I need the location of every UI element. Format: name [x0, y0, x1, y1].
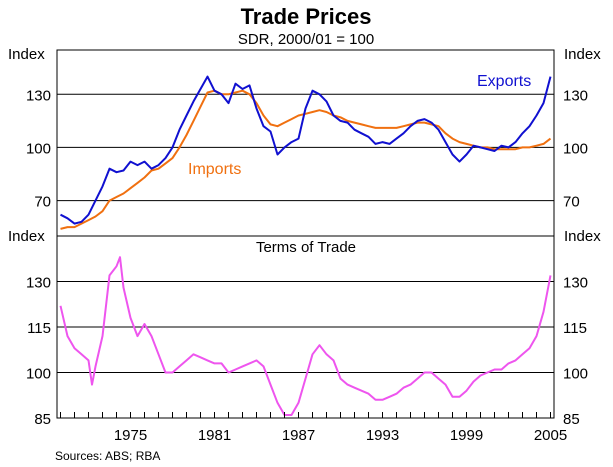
chart-title: Trade Prices	[241, 4, 372, 29]
exports-label: Exports	[477, 73, 531, 90]
bottom-left-tick-label: 85	[34, 411, 51, 428]
terms-of-trade-title: Terms of Trade	[256, 239, 356, 256]
top-right-tick-label: 100	[563, 140, 588, 157]
bottom-left-tick-label: 115	[27, 320, 51, 337]
plot-frame	[56, 49, 555, 419]
imports-line	[60, 89, 552, 230]
bottom-series	[59, 256, 552, 416]
x-tick-label: 1975	[114, 427, 147, 444]
x-axis-ticks: 1975 1981 1987 1993 1999 2005	[60, 412, 567, 444]
top-right-axis-unit: Index	[564, 46, 601, 63]
bottom-right-axis-unit: Index	[564, 228, 601, 245]
top-series	[60, 75, 552, 230]
bottom-right-tick-label: 100	[563, 366, 588, 383]
x-tick-label: 1993	[366, 427, 399, 444]
x-tick-label: 1987	[282, 427, 315, 444]
x-tick-label: 2005	[534, 427, 567, 444]
bottom-left-tick-label: 130	[26, 275, 51, 292]
bottom-right-tick-label: 115	[563, 320, 587, 337]
x-tick-label: 1999	[450, 427, 483, 444]
bottom-right-tick-label: 85	[563, 411, 580, 428]
source-note: Sources: ABS; RBA	[55, 449, 160, 463]
imports-label: Imports	[188, 161, 241, 178]
top-left-tick-label: 100	[26, 140, 51, 157]
bottom-right-tick-label: 130	[563, 275, 588, 292]
x-tick-label: 1981	[198, 427, 231, 444]
top-left-axis-unit: Index	[8, 46, 45, 63]
bottom-left-tick-label: 100	[26, 366, 51, 383]
bottom-gridlines	[57, 281, 554, 373]
terms-of-trade-line	[59, 256, 552, 416]
top-right-tick-label: 70	[563, 194, 580, 211]
bottom-panel: Index Index Terms of Trade 85 85 100 100 115…	[8, 228, 601, 444]
top-right-tick-label: 130	[563, 87, 588, 104]
bottom-axis-ticks: 85 85 100 100 115 115 130 130	[26, 275, 588, 429]
top-left-tick-label: 70	[34, 194, 51, 211]
top-axis-ticks: 70 70 100 100 130 130	[26, 87, 588, 210]
exports-line	[60, 75, 552, 225]
bottom-left-axis-unit: Index	[8, 228, 45, 245]
top-panel: Index Index 70 70 100 100 130 130 Exports Imp…	[8, 46, 601, 230]
chart-subtitle: SDR, 2000/01 = 100	[238, 31, 374, 48]
top-left-tick-label: 130	[26, 87, 51, 104]
